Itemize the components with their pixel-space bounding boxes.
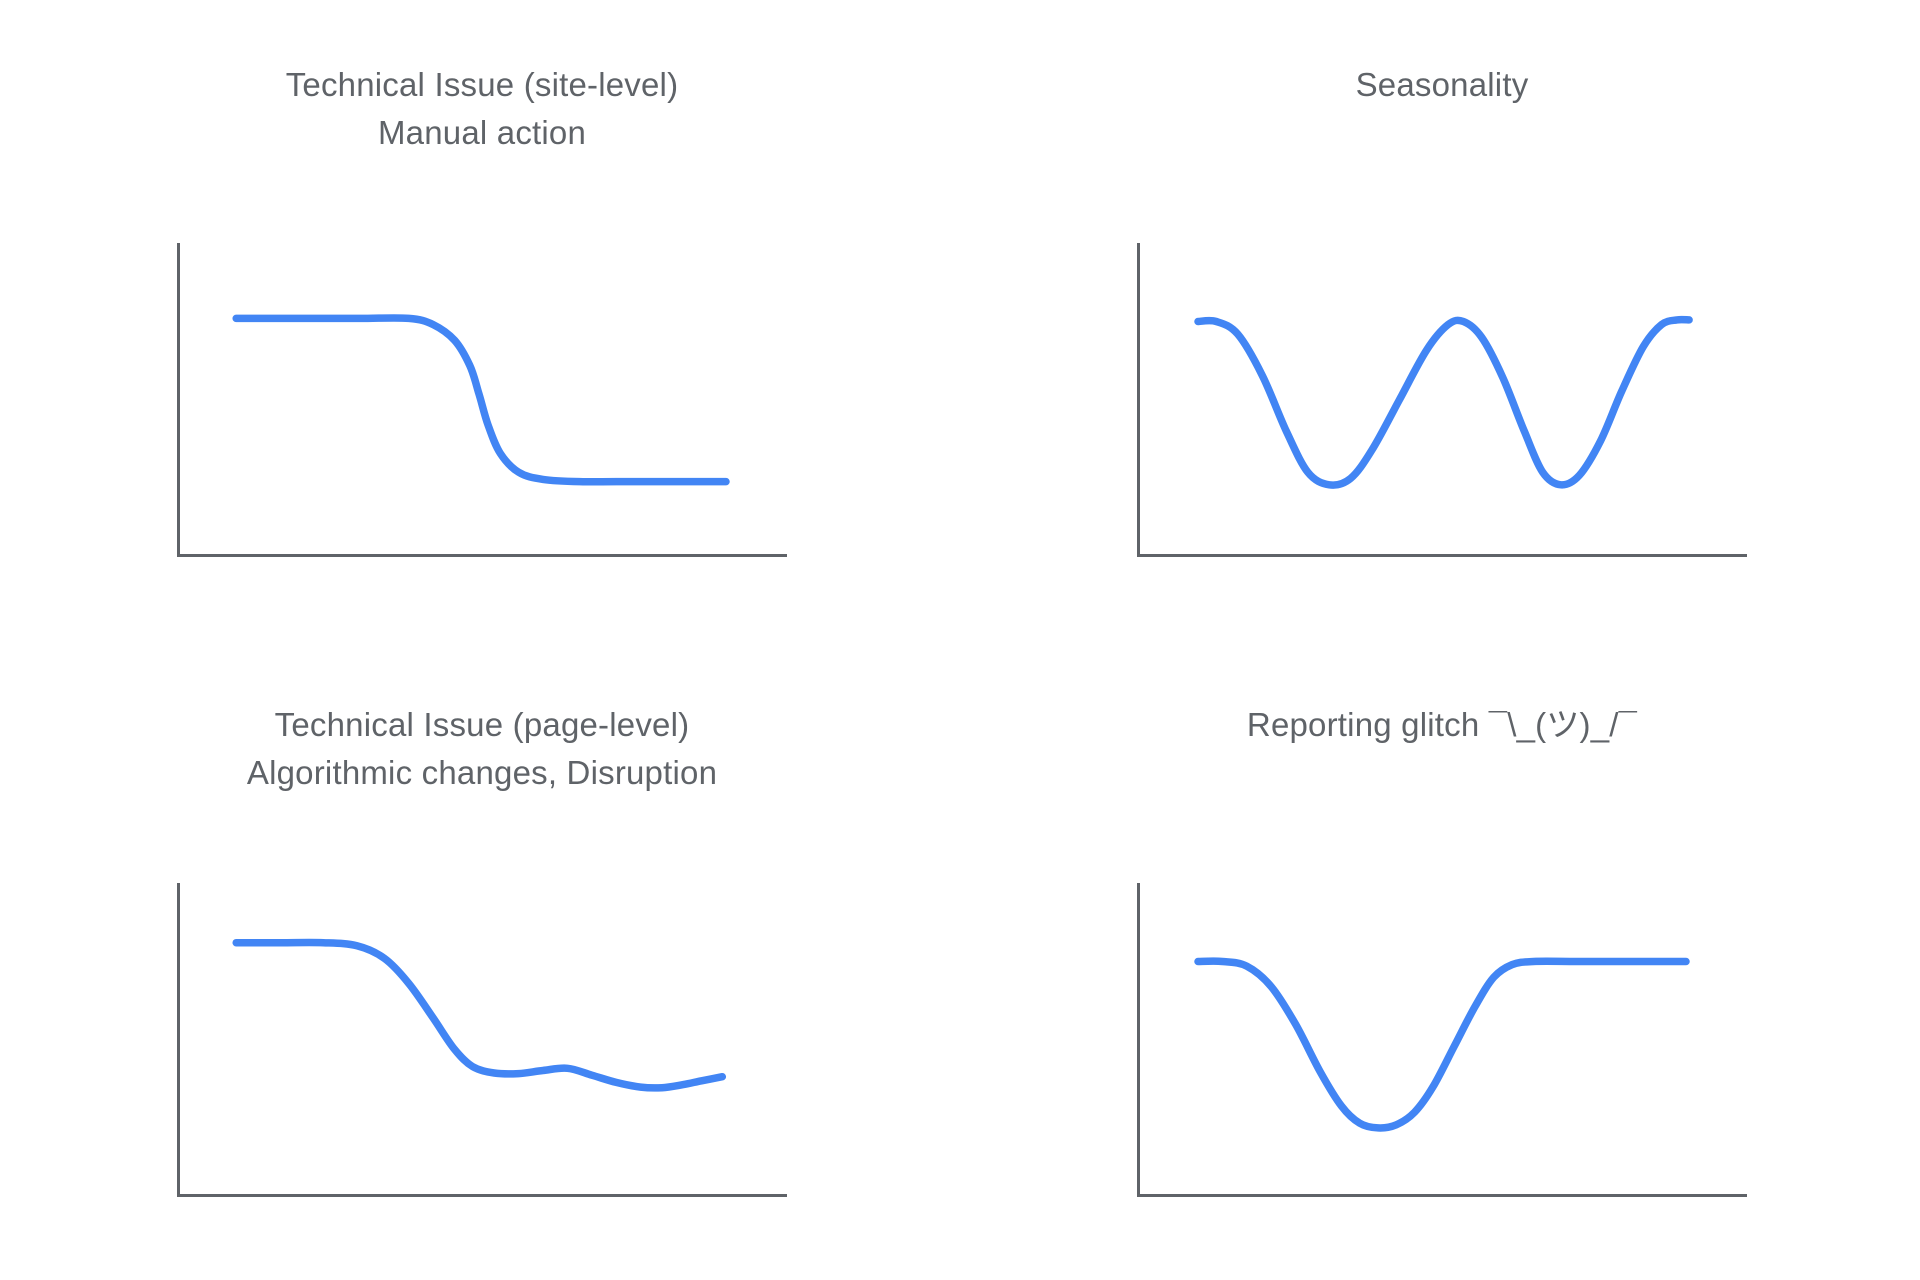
axis-lines (1137, 883, 1747, 1197)
trend-curve (1194, 957, 1690, 1132)
chart-title: Reporting glitch ¯\_(ツ)_/¯ (1037, 701, 1847, 749)
trend-curve (232, 314, 730, 486)
technical-issue-page-level-chart (177, 883, 787, 1197)
chart-title: Technical Issue (page-level) Algorithmic… (77, 701, 887, 797)
chart-title-line-2: Algorithmic changes, Disruption (246, 754, 718, 791)
technical-issue-site-level-chart (177, 243, 787, 557)
chart-title: Seasonality (1037, 61, 1847, 109)
chart-title-line-1: Technical Issue (page-level) (274, 706, 690, 743)
trend-curve (1194, 315, 1693, 489)
axis-lines (177, 883, 787, 1197)
panel-seasonality: Seasonality (960, 0, 1920, 640)
chart-title-line-2: Manual action (377, 114, 587, 151)
panel-technical-issue-site-level: Technical Issue (site-level) Manual acti… (0, 0, 960, 640)
axis-lines (1137, 243, 1747, 557)
axis-lines (177, 243, 787, 557)
panel-technical-issue-page-level: Technical Issue (page-level) Algorithmic… (0, 640, 960, 1280)
seasonality-chart (1137, 243, 1747, 557)
chart-title: Technical Issue (site-level) Manual acti… (77, 61, 887, 157)
chart-title-line-1: Reporting glitch ¯\_(ツ)_/¯ (1246, 706, 1638, 743)
chart-title-line-1: Technical Issue (site-level) (285, 66, 679, 103)
reporting-glitch-chart (1137, 883, 1747, 1197)
chart-title-line-1: Seasonality (1355, 66, 1529, 103)
panel-reporting-glitch: Reporting glitch ¯\_(ツ)_/¯ (960, 640, 1920, 1280)
trend-curve (232, 938, 727, 1092)
